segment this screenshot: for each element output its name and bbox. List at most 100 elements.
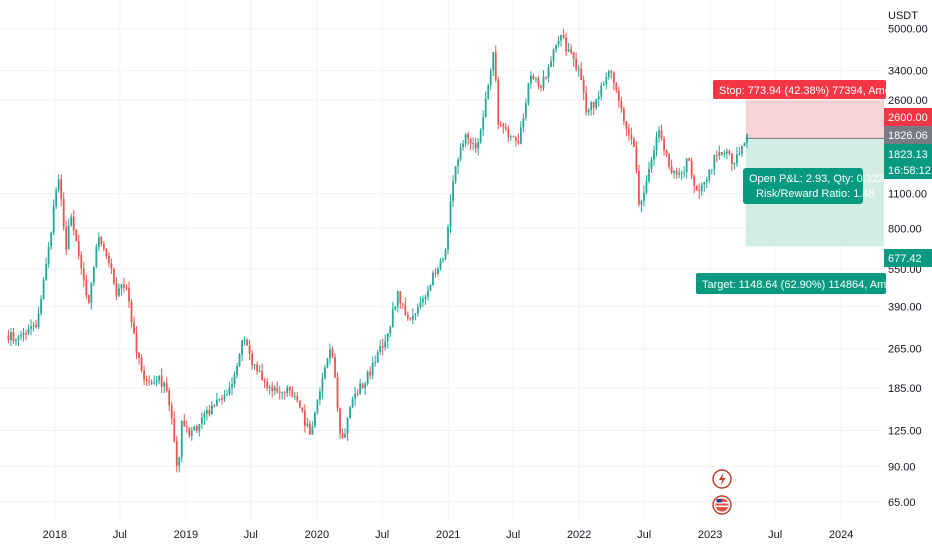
x-tick-label: 2021 bbox=[436, 529, 460, 541]
candle bbox=[509, 134, 512, 141]
candle bbox=[650, 156, 653, 173]
candle bbox=[733, 162, 736, 170]
candle bbox=[678, 168, 681, 179]
candle bbox=[723, 150, 726, 158]
candle-body bbox=[261, 370, 264, 381]
candle bbox=[125, 284, 128, 291]
candle-body bbox=[509, 136, 512, 138]
candle-body bbox=[115, 283, 118, 296]
candle bbox=[97, 232, 100, 252]
candle-body bbox=[660, 130, 663, 139]
candle-body bbox=[341, 433, 344, 438]
candle-body bbox=[133, 322, 135, 334]
us-flag-icon[interactable] bbox=[712, 495, 732, 515]
candle-body bbox=[170, 405, 173, 419]
candle bbox=[190, 426, 193, 441]
candle bbox=[205, 406, 208, 421]
candle bbox=[213, 403, 216, 408]
candle bbox=[590, 101, 593, 116]
candle-body bbox=[77, 241, 80, 256]
candle-body bbox=[432, 272, 434, 286]
candle-body bbox=[409, 318, 412, 320]
candle bbox=[693, 174, 696, 194]
candle bbox=[537, 75, 540, 90]
candle bbox=[10, 327, 12, 347]
y-tick-label: 2600.00 bbox=[888, 95, 928, 107]
target-label-box[interactable]: Target: 1148.64 (62.90%) 114864, Amount:… bbox=[696, 273, 926, 294]
candle bbox=[321, 372, 324, 399]
candle bbox=[268, 384, 271, 395]
candle-body bbox=[183, 421, 186, 426]
candle bbox=[557, 36, 560, 48]
candle-body bbox=[550, 61, 552, 67]
candle-body bbox=[552, 49, 555, 62]
candle bbox=[459, 142, 462, 162]
candle bbox=[663, 136, 665, 156]
candle-body bbox=[635, 146, 638, 172]
candle bbox=[660, 124, 663, 142]
candle-body bbox=[525, 103, 527, 118]
candle-body bbox=[163, 382, 166, 387]
candle-body bbox=[725, 151, 728, 154]
candle-body bbox=[439, 260, 442, 269]
candle bbox=[562, 29, 565, 40]
candles[interactable] bbox=[7, 29, 748, 473]
candle-body bbox=[273, 387, 276, 392]
candle-body bbox=[640, 200, 643, 205]
candle bbox=[600, 82, 603, 101]
candle-body bbox=[384, 341, 387, 348]
candle-body bbox=[113, 268, 115, 284]
candle bbox=[17, 334, 20, 347]
candle-body bbox=[527, 83, 530, 104]
candle bbox=[208, 404, 211, 417]
stop-label-box[interactable]: Stop: 773.94 (42.38%) 77394, Amount: 75 bbox=[713, 80, 924, 99]
event-icons[interactable] bbox=[712, 469, 732, 515]
candle-body bbox=[530, 75, 532, 84]
candle bbox=[479, 127, 482, 144]
candle-body bbox=[457, 159, 459, 167]
candle bbox=[188, 427, 191, 438]
candle-body bbox=[190, 430, 193, 436]
lightning-icon[interactable] bbox=[712, 469, 732, 489]
y-tick-label: 800.00 bbox=[888, 223, 922, 235]
candle bbox=[620, 96, 623, 113]
candle-body bbox=[570, 49, 573, 53]
last-price-tag: 1823.13 16:58:12 bbox=[884, 144, 932, 179]
candle bbox=[364, 381, 367, 395]
candle-body bbox=[449, 201, 452, 227]
candle-body bbox=[128, 287, 130, 302]
candle bbox=[223, 390, 226, 402]
candle-body bbox=[140, 357, 143, 371]
candle-body bbox=[364, 383, 367, 389]
candle-body bbox=[562, 35, 565, 38]
x-tick-label: 2019 bbox=[174, 529, 198, 541]
candle bbox=[389, 325, 392, 338]
candle bbox=[281, 391, 284, 400]
candle bbox=[228, 382, 231, 396]
candle-body bbox=[160, 375, 163, 387]
position-tool[interactable]: Stop: 773.94 (42.38%) 77394, Amount: 75 … bbox=[696, 80, 926, 294]
pnl-box[interactable]: Open P&L: 2.93, Qty: 0.323 Risk/Reward R… bbox=[743, 168, 884, 204]
candle bbox=[185, 420, 188, 433]
candle bbox=[135, 326, 138, 359]
candle bbox=[231, 377, 233, 396]
grid bbox=[0, 0, 884, 520]
candle bbox=[502, 122, 505, 134]
candle bbox=[648, 161, 650, 184]
candle bbox=[728, 149, 731, 156]
candle bbox=[497, 76, 500, 130]
candle bbox=[25, 329, 27, 341]
candle-body bbox=[592, 102, 595, 108]
candle-body bbox=[411, 315, 414, 320]
candle-body bbox=[386, 333, 389, 342]
candle bbox=[635, 141, 638, 174]
candle-body bbox=[487, 85, 490, 99]
candle bbox=[570, 44, 573, 55]
candle-body bbox=[92, 266, 95, 283]
x-tick-label: Jul bbox=[506, 529, 520, 541]
candle bbox=[251, 350, 253, 370]
candle-body bbox=[542, 76, 545, 88]
candle-body bbox=[517, 140, 520, 144]
